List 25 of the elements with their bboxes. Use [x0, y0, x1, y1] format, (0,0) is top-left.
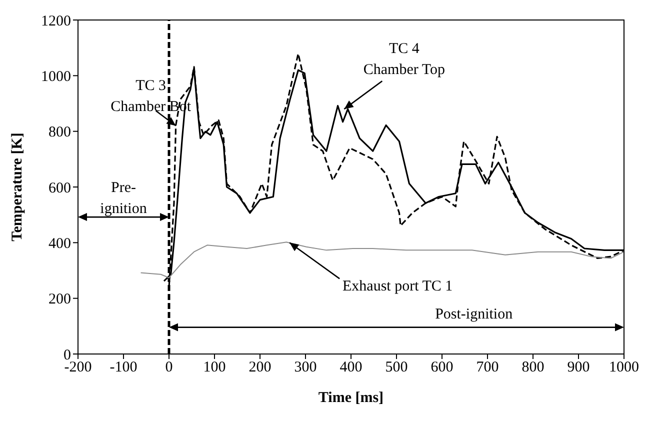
y-tick-label: 1200 [41, 13, 71, 30]
x-tick-label: 300 [294, 360, 317, 376]
x-tick-label: 900 [567, 360, 590, 376]
x-tick-label: 500 [385, 360, 408, 376]
x-tick-label: 0 [165, 360, 173, 376]
y-tick-label: 1000 [41, 68, 71, 85]
x-tick-label: 100 [203, 360, 226, 376]
y-tick-label: 600 [48, 180, 71, 196]
annotation: Exhaust port TC 1 [342, 278, 453, 295]
annotation: TC 4 Chamber Top [363, 41, 445, 78]
line-series [140, 242, 624, 278]
y-tick-label: 400 [48, 236, 71, 252]
y-tick-label: 800 [48, 124, 71, 141]
annotation: Pre- ignition [100, 180, 148, 218]
x-axis-title: Time [ms] [318, 390, 384, 406]
annotation: Post-ignition [435, 306, 514, 322]
x-tick-label: 700 [476, 360, 499, 376]
x-tick-label: 800 [522, 360, 544, 376]
x-tick-label: 1000 [609, 360, 639, 376]
x-tick-label: 200 [248, 360, 272, 376]
y-tick-label: 200 [48, 292, 71, 308]
x-tick-label: 400 [340, 360, 362, 376]
x-tick-label: 600 [430, 360, 454, 376]
x-tick-label: -100 [110, 360, 138, 376]
y-axis-title: Temperature [K] [9, 132, 26, 242]
